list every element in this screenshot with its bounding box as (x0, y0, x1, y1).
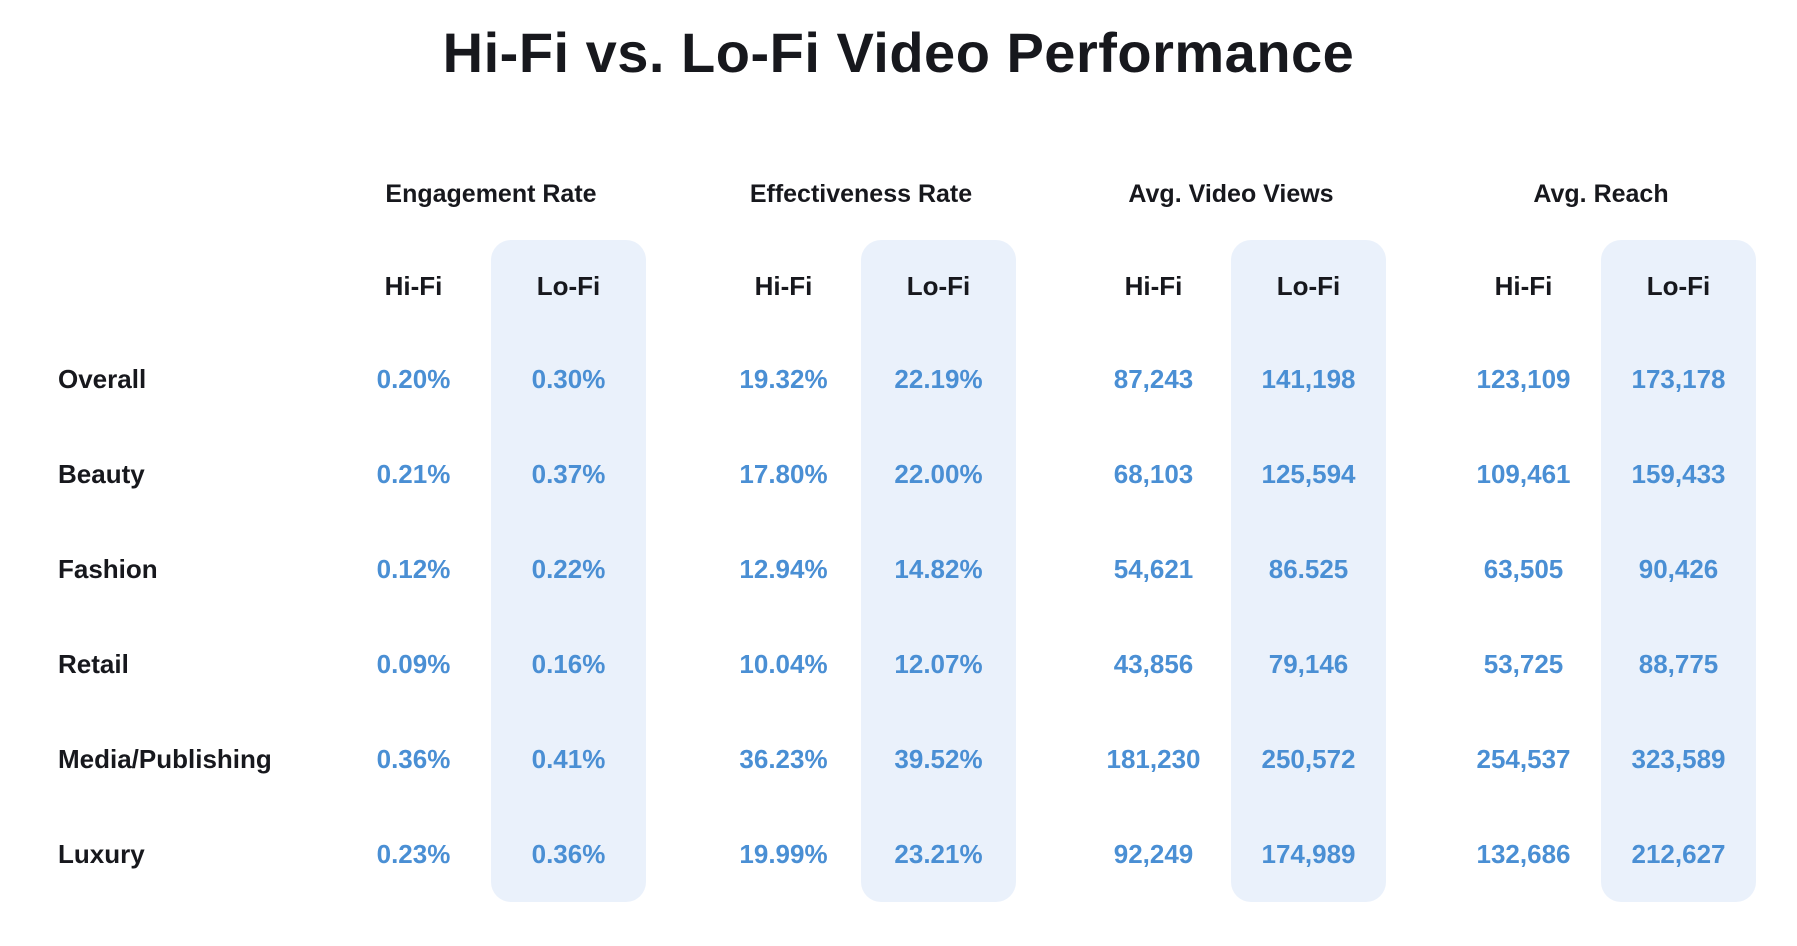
group-header-effectiveness-rate: Effectiveness Rate (749, 180, 973, 208)
row-label-luxury: Luxury (58, 839, 145, 869)
subheader-lofi: Lo-Fi (906, 270, 971, 301)
value-cell: 109,461 (1476, 459, 1571, 489)
value-cell: 0.20% (376, 364, 451, 394)
group-avg-reach: Avg. Reach Hi-Fi 123,109 109,461 63,505 … (1446, 174, 1756, 902)
value-cell: 17.80% (739, 459, 828, 489)
value-cell: 159,433 (1631, 459, 1726, 489)
column-engagement-hifi: Hi-Fi 0.20% 0.21% 0.12% 0.09% 0.36% 0.23… (336, 240, 491, 902)
group-header-avg-reach: Avg. Reach (1533, 180, 1669, 208)
value-cell: 212,627 (1631, 839, 1726, 869)
value-cell: 12.94% (739, 554, 828, 584)
subheader-lofi: Lo-Fi (1646, 270, 1711, 301)
value-cell: 54,621 (1113, 554, 1194, 584)
labels-header-spacer (58, 174, 336, 214)
row-label-overall: Overall (58, 364, 147, 394)
value-cell: 125,594 (1261, 459, 1356, 489)
value-cell: 88,775 (1638, 649, 1719, 679)
row-label-retail: Retail (58, 649, 129, 679)
value-cell: 19.99% (739, 839, 828, 869)
value-cell: 22.00% (894, 459, 983, 489)
value-cell: 90,426 (1638, 554, 1719, 584)
value-cell: 79,146 (1268, 649, 1349, 679)
value-cell: 23.21% (894, 839, 983, 869)
row-label-media-publishing: Media/Publishing (58, 744, 272, 774)
value-cell: 14.82% (894, 554, 983, 584)
value-cell: 0.22% (531, 554, 606, 584)
value-cell: 141,198 (1261, 364, 1356, 394)
page-title: Hi-Fi vs. Lo-Fi Video Performance (442, 21, 1355, 84)
value-cell: 181,230 (1106, 744, 1201, 774)
row-labels-column: Overall Beauty Fashion Retail Media/Publ… (58, 174, 336, 902)
value-cell: 0.23% (376, 839, 451, 869)
column-effectiveness-lofi: Lo-Fi 22.19% 22.00% 14.82% 12.07% 39.52%… (861, 240, 1016, 902)
value-cell: 53,725 (1483, 649, 1564, 679)
value-cell: 63,505 (1483, 554, 1564, 584)
column-effectiveness-hifi: Hi-Fi 19.32% 17.80% 12.94% 10.04% 36.23%… (706, 240, 861, 902)
column-reach-lofi: Lo-Fi 173,178 159,433 90,426 88,775 323,… (1601, 240, 1756, 902)
column-views-hifi: Hi-Fi 87,243 68,103 54,621 43,856 181,23… (1076, 240, 1231, 902)
subheader-hifi: Hi-Fi (754, 270, 813, 301)
value-cell: 43,856 (1113, 649, 1194, 679)
group-effectiveness-rate: Effectiveness Rate Hi-Fi 19.32% 17.80% 1… (706, 174, 1016, 902)
value-cell: 174,989 (1261, 839, 1356, 869)
value-cell: 132,686 (1476, 839, 1571, 869)
column-reach-hifi: Hi-Fi 123,109 109,461 63,505 53,725 254,… (1446, 240, 1601, 902)
value-cell: 0.37% (531, 459, 606, 489)
subheader-hifi: Hi-Fi (384, 270, 443, 301)
value-cell: 19.32% (739, 364, 828, 394)
row-label-fashion: Fashion (58, 554, 158, 584)
group-engagement-rate: Engagement Rate Hi-Fi 0.20% 0.21% 0.12% … (336, 174, 646, 902)
subheader-lofi: Lo-Fi (1276, 270, 1341, 301)
value-cell: 12.07% (894, 649, 983, 679)
column-engagement-lofi: Lo-Fi 0.30% 0.37% 0.22% 0.16% 0.41% 0.36… (491, 240, 646, 902)
value-cell: 0.21% (376, 459, 451, 489)
value-cell: 0.36% (531, 839, 606, 869)
value-cell: 0.41% (531, 744, 606, 774)
value-cell: 10.04% (739, 649, 828, 679)
value-cell: 92,249 (1113, 839, 1194, 869)
value-cell: 39.52% (894, 744, 983, 774)
value-cell: 0.36% (376, 744, 451, 774)
value-cell: 86.525 (1268, 554, 1349, 584)
subheader-lofi: Lo-Fi (536, 270, 601, 301)
column-views-lofi: Lo-Fi 141,198 125,594 86.525 79,146 250,… (1231, 240, 1386, 902)
value-cell: 68,103 (1113, 459, 1194, 489)
value-cell: 36.23% (739, 744, 828, 774)
labels-subheader-spacer (58, 240, 336, 332)
value-cell: 0.16% (531, 649, 606, 679)
group-avg-video-views: Avg. Video Views Hi-Fi 87,243 68,103 54,… (1076, 174, 1386, 902)
group-header-avg-video-views: Avg. Video Views (1128, 180, 1334, 208)
row-label-beauty: Beauty (58, 459, 145, 489)
value-cell: 22.19% (894, 364, 983, 394)
value-cell: 0.09% (376, 649, 451, 679)
value-cell: 173,178 (1631, 364, 1726, 394)
value-cell: 123,109 (1476, 364, 1571, 394)
group-header-engagement-rate: Engagement Rate (385, 180, 597, 208)
value-cell: 0.12% (376, 554, 451, 584)
value-cell: 323,589 (1631, 744, 1726, 774)
value-cell: 254,537 (1476, 744, 1571, 774)
performance-table: Overall Beauty Fashion Retail Media/Publ… (58, 174, 1797, 902)
value-cell: 87,243 (1113, 364, 1194, 394)
value-cell: 250,572 (1261, 744, 1356, 774)
value-cell: 0.30% (531, 364, 606, 394)
subheader-hifi: Hi-Fi (1124, 270, 1183, 301)
subheader-hifi: Hi-Fi (1494, 270, 1553, 301)
